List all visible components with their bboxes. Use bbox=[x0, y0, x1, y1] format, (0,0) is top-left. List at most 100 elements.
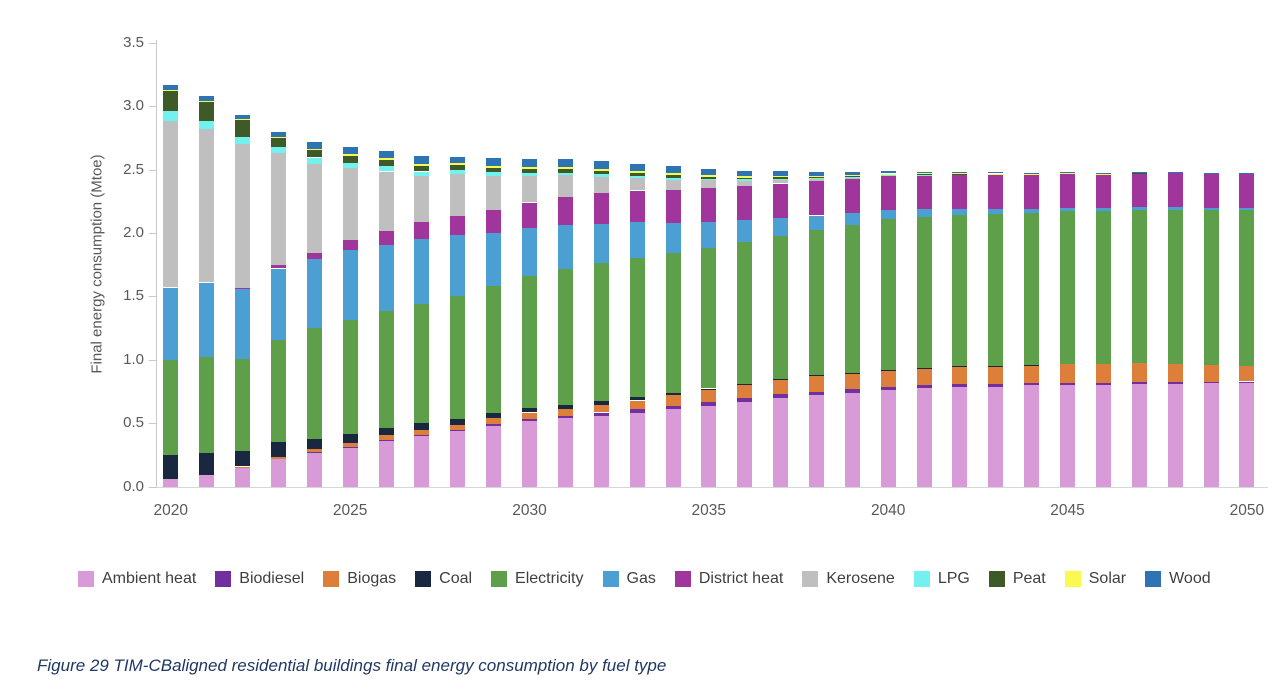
bar-segment-2036-solar bbox=[737, 176, 753, 178]
bar-segment-2025-ambient-heat bbox=[342, 447, 358, 487]
bar-segment-2029-solar bbox=[486, 165, 502, 168]
legend-item-lpg: LPG bbox=[913, 570, 970, 588]
bar-segment-2022-gas bbox=[235, 288, 250, 359]
bar-segment-2026-electricity bbox=[378, 311, 394, 428]
bar-segment-2027-electricity bbox=[414, 304, 430, 424]
bar-segment-2025-peat bbox=[342, 155, 358, 163]
bar-segment-2038-biodiesel bbox=[809, 391, 824, 396]
bar-segment-2035-peat bbox=[701, 176, 717, 180]
bar-segment-2032-coal bbox=[593, 401, 609, 405]
bar-segment-2023-gas bbox=[270, 268, 286, 340]
bar-segment-2041-ambient-heat bbox=[916, 387, 932, 487]
legend-label: Electricity bbox=[515, 570, 584, 587]
bar-segment-2036-gas bbox=[737, 220, 753, 242]
bar-segment-2023-lpg bbox=[270, 146, 286, 153]
bar-segment-2029-peat bbox=[486, 167, 502, 172]
bar-segment-2028-biodiesel bbox=[450, 429, 466, 431]
bar-segment-2035-electricity bbox=[701, 247, 717, 389]
bar-segment-2032-biogas bbox=[593, 404, 609, 413]
bar-segment-2042-solar bbox=[952, 173, 968, 175]
bar-segment-2027-wood bbox=[414, 156, 430, 164]
bar-segment-2042-wood bbox=[952, 171, 968, 174]
bar-segment-2028-biogas bbox=[450, 424, 466, 430]
bar-segment-2024-wood bbox=[306, 142, 322, 149]
bar-segment-2044-district-heat bbox=[1024, 174, 1040, 209]
bar-segment-2035-ambient-heat bbox=[701, 405, 717, 487]
bar-segment-2038-district-heat bbox=[809, 181, 824, 216]
bar-segment-2039-district-heat bbox=[844, 179, 860, 214]
y-axis-line bbox=[156, 40, 157, 488]
bar-segment-2031-coal bbox=[557, 404, 573, 409]
bar-segment-2046-ambient-heat bbox=[1095, 385, 1111, 487]
bar-segment-2023-ambient-heat bbox=[270, 458, 286, 487]
bar-segment-2028-electricity bbox=[450, 295, 466, 419]
bar-segment-2036-wood bbox=[737, 170, 753, 177]
bar-segment-2048-biodiesel bbox=[1167, 382, 1183, 384]
bar-segment-2040-gas bbox=[880, 210, 896, 220]
bar-segment-2037-biodiesel bbox=[773, 394, 789, 398]
bar-segment-2039-solar bbox=[844, 175, 860, 177]
legend-label: Kerosene bbox=[826, 570, 895, 587]
bar-segment-2033-lpg bbox=[629, 175, 645, 178]
bar-segment-2039-coal bbox=[844, 373, 860, 375]
bar-segment-2045-biogas bbox=[1060, 363, 1075, 383]
bar-segment-2029-wood bbox=[486, 158, 502, 166]
bar-segment-2023-wood bbox=[270, 131, 286, 137]
bar-segment-2039-biogas bbox=[844, 373, 860, 390]
bar-segment-2031-gas bbox=[557, 224, 573, 270]
bar-segment-2026-gas bbox=[378, 245, 394, 312]
bar-segment-2025-biodiesel bbox=[342, 446, 358, 448]
bar-segment-2028-lpg bbox=[450, 170, 466, 174]
bar-segment-2032-gas bbox=[593, 223, 609, 263]
bar-segment-2044-biogas bbox=[1024, 365, 1040, 383]
bar-segment-2041-biogas bbox=[916, 368, 932, 385]
bar-segment-2044-biodiesel bbox=[1024, 382, 1040, 386]
bar-segment-2039-peat bbox=[844, 176, 860, 178]
bar-segment-2031-electricity bbox=[557, 269, 573, 405]
bar-segment-2027-kerosene bbox=[414, 175, 430, 222]
bar-segment-2024-kerosene bbox=[306, 163, 322, 253]
bar-segment-2042-electricity bbox=[952, 215, 968, 366]
bar-segment-2026-lpg bbox=[378, 166, 394, 172]
legend-swatch-icon bbox=[78, 571, 94, 587]
legend-swatch-icon bbox=[323, 571, 340, 587]
bar-segment-2021-electricity bbox=[199, 357, 215, 453]
bar-segment-2031-wood bbox=[557, 159, 573, 168]
bar-segment-2048-biogas bbox=[1167, 364, 1183, 383]
bar-segment-2036-coal bbox=[737, 383, 753, 386]
legend-item-kerosene: Kerosene bbox=[802, 570, 895, 588]
bar-segment-2033-ambient-heat bbox=[629, 413, 645, 487]
bar-segment-2042-ambient-heat bbox=[952, 386, 968, 487]
bar-segment-2043-ambient-heat bbox=[988, 386, 1004, 487]
bar-segment-2030-solar bbox=[522, 167, 537, 169]
bar-segment-2023-electricity bbox=[270, 339, 286, 443]
bar-segment-2023-coal bbox=[270, 442, 286, 457]
bar-segment-2041-wood bbox=[916, 171, 932, 174]
bar-segment-2045-electricity bbox=[1060, 211, 1075, 364]
bar-segment-2039-kerosene bbox=[844, 177, 860, 180]
bar-segment-2041-district-heat bbox=[916, 174, 932, 210]
bar-segment-2045-ambient-heat bbox=[1060, 385, 1075, 487]
bar-segment-2020-gas bbox=[163, 287, 179, 360]
legend-label: LPG bbox=[937, 570, 970, 587]
legend-item-solar: Solar bbox=[1064, 570, 1126, 588]
bar-segment-2034-solar bbox=[665, 173, 681, 176]
bar-segment-2026-biogas bbox=[378, 435, 394, 440]
x-tick-label: 2030 bbox=[512, 502, 547, 519]
bar-segment-2041-electricity bbox=[916, 216, 932, 368]
bar-segment-2036-kerosene bbox=[737, 180, 753, 186]
bar-segment-2037-solar bbox=[773, 175, 789, 178]
bar-segment-2044-electricity bbox=[1024, 212, 1040, 365]
bar-segment-2038-ambient-heat bbox=[809, 395, 824, 487]
x-tick-label: 2020 bbox=[153, 502, 189, 519]
bar-segment-2038-biogas bbox=[809, 376, 824, 392]
bar-segment-2027-gas bbox=[414, 239, 430, 304]
x-tick-label: 2050 bbox=[1229, 502, 1265, 519]
bar-segment-2039-wood bbox=[844, 172, 860, 176]
bar-segment-2038-coal bbox=[809, 375, 824, 377]
bar-segment-2049-district-heat bbox=[1203, 173, 1219, 208]
bar-segment-2034-biodiesel bbox=[665, 405, 681, 410]
legend-label: Biodiesel bbox=[239, 570, 305, 587]
bar-segment-2027-district-heat bbox=[414, 221, 430, 240]
bar-segment-2048-district-heat bbox=[1167, 172, 1183, 207]
